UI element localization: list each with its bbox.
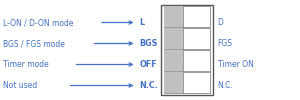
Text: Timer ON: Timer ON (218, 60, 254, 69)
Bar (164, 50, 210, 71)
Text: FGS: FGS (218, 39, 232, 48)
Text: BGS: BGS (140, 39, 158, 48)
Bar (164, 28, 210, 49)
Bar (160, 4, 213, 94)
Bar (164, 72, 210, 93)
Text: L: L (140, 18, 145, 27)
Text: BGS / FGS mode: BGS / FGS mode (3, 39, 65, 48)
Text: L-ON / D-ON mode: L-ON / D-ON mode (3, 18, 74, 27)
Text: N.C.: N.C. (140, 81, 158, 90)
Text: Timer mode: Timer mode (3, 60, 49, 69)
Bar (164, 6, 210, 27)
Bar (164, 50, 184, 71)
Text: Not used: Not used (3, 81, 37, 90)
Bar (164, 6, 184, 27)
Bar (164, 72, 184, 93)
Bar (164, 28, 184, 49)
Text: D: D (218, 18, 224, 27)
Text: N.C.: N.C. (218, 81, 233, 90)
Text: OFF: OFF (140, 60, 157, 69)
